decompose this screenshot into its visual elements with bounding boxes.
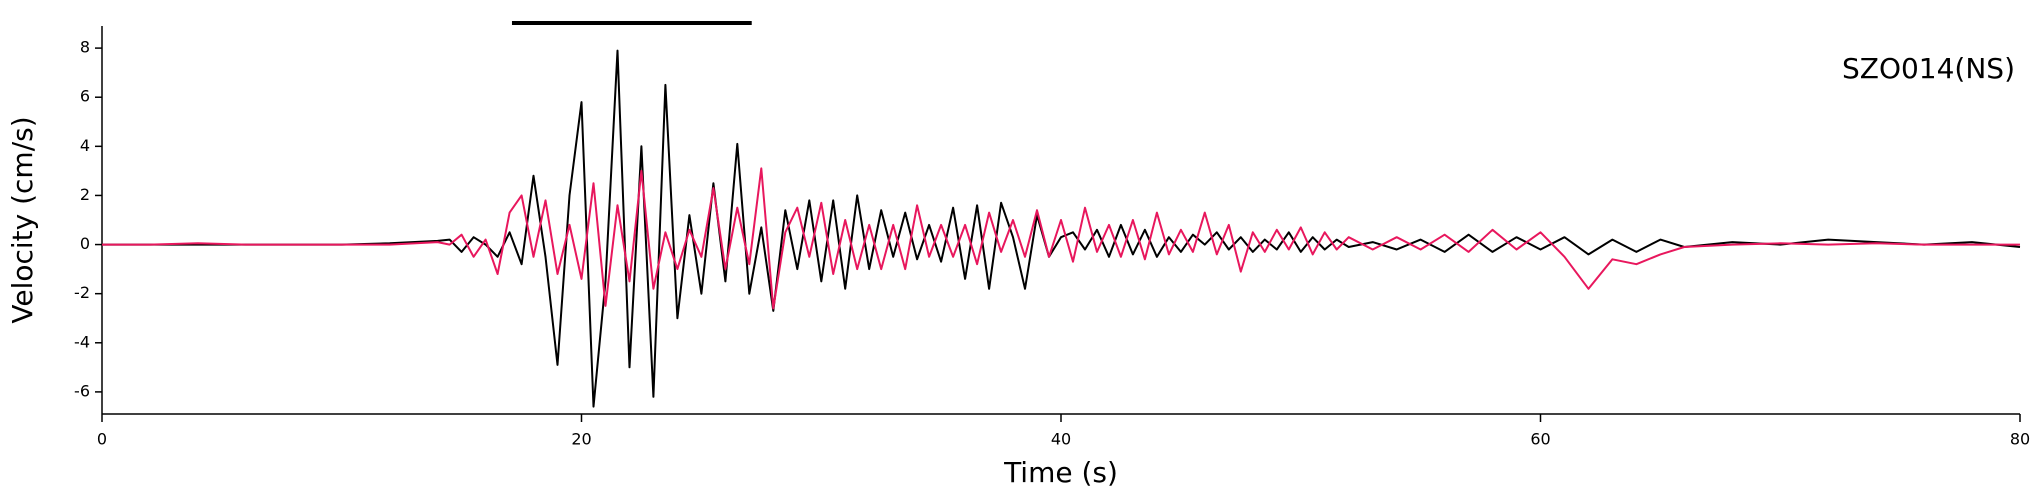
y-tick-label: 6 [80, 87, 90, 106]
x-tick-label: 60 [1530, 430, 1550, 449]
y-tick-label: -2 [74, 283, 90, 302]
y-tick-label: 4 [80, 136, 90, 155]
x-tick-label: 0 [97, 430, 107, 449]
x-tick-label: 40 [1051, 430, 1071, 449]
y-tick-label: 0 [80, 234, 90, 253]
station-label: SZO014(NS) [1842, 52, 2015, 85]
velocity-line [102, 49, 2021, 408]
x-axis-title: Time (s) [1003, 456, 1118, 487]
y-axis-title: Velocity (cm/s) [6, 116, 39, 323]
y-tick-label: 2 [80, 185, 90, 204]
y-tick-label: -4 [74, 332, 90, 351]
y-tick-label: -6 [74, 381, 90, 400]
y-tick-label: 8 [80, 38, 90, 57]
x-tick-label: 20 [571, 430, 591, 449]
x-tick-label: 80 [2010, 430, 2030, 449]
velocity-line [102, 167, 2020, 310]
